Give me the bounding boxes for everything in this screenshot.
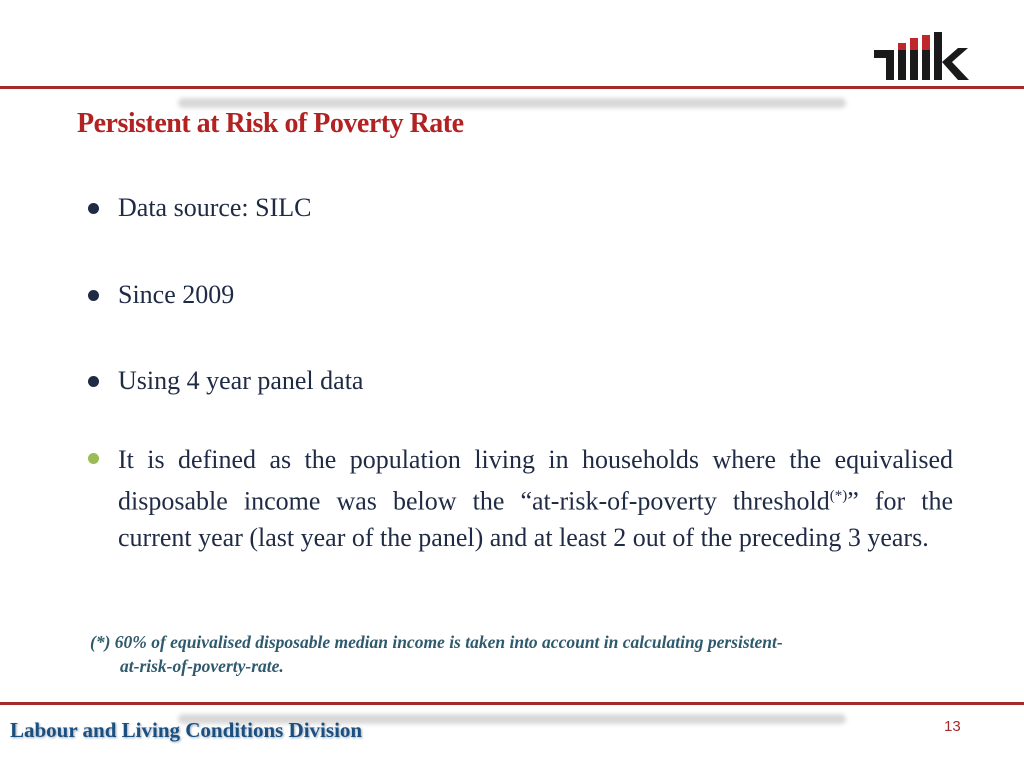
bullet-text: Data source: SILC bbox=[118, 193, 312, 222]
footnote-line-2: at-risk-of-poverty-rate. bbox=[120, 656, 284, 676]
footnote-line-1: (*) 60% of equivalised disposable median… bbox=[90, 632, 783, 652]
footnote: (*) 60% of equivalised disposable median… bbox=[90, 630, 970, 678]
tuik-logo bbox=[874, 32, 969, 80]
page-number: 13 bbox=[944, 718, 961, 735]
definition-text-cont: ” for the current year (last year of the… bbox=[118, 486, 954, 552]
division-name: Labour and Living Conditions Division bbox=[10, 718, 363, 742]
slide-title: Persistent at Risk of Poverty Rate bbox=[77, 108, 464, 139]
definition-text: It is defined as the population living i… bbox=[118, 445, 953, 516]
header-rule bbox=[0, 86, 1024, 89]
header-shadow bbox=[178, 98, 846, 108]
bullet-dot-icon bbox=[88, 453, 99, 464]
bullet-dot-icon bbox=[88, 290, 99, 301]
footer-rule bbox=[0, 702, 1024, 705]
bullet-dot-icon bbox=[88, 376, 99, 387]
bullet-text: Using 4 year panel data bbox=[118, 366, 364, 395]
bullet-dot-icon bbox=[88, 203, 99, 214]
footer-shadow bbox=[178, 714, 846, 724]
bullet-text: Since 2009 bbox=[118, 280, 235, 309]
footnote-marker: (*) bbox=[829, 488, 848, 504]
definition-paragraph: It is defined as the population living i… bbox=[118, 442, 953, 556]
